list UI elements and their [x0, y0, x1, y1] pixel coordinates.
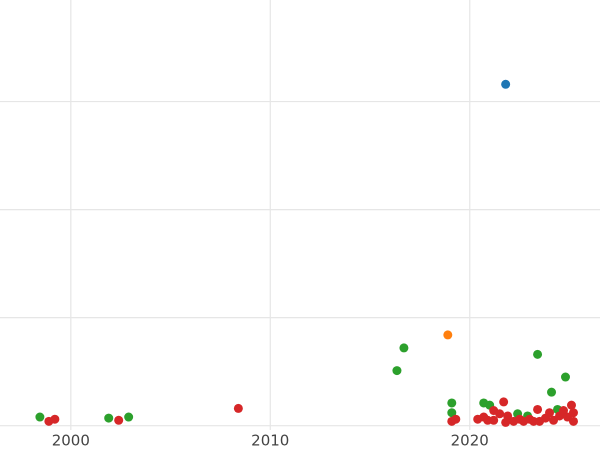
- point: [104, 413, 114, 423]
- x-tick-label: 2000: [52, 432, 90, 450]
- point: [533, 404, 543, 414]
- point: [447, 398, 457, 408]
- point: [399, 343, 409, 353]
- point: [499, 397, 509, 407]
- point: [568, 408, 578, 418]
- point: [558, 406, 568, 416]
- point: [489, 415, 499, 425]
- x-tick-label: 2010: [251, 432, 289, 450]
- point: [233, 403, 243, 413]
- point: [568, 416, 578, 426]
- point: [447, 408, 457, 418]
- x-tick-label: 2020: [451, 432, 489, 450]
- point: [566, 400, 576, 410]
- point: [50, 414, 60, 424]
- point: [114, 415, 124, 425]
- point: [451, 414, 461, 424]
- point: [547, 387, 557, 397]
- point: [443, 330, 453, 340]
- point: [495, 409, 505, 419]
- point: [501, 79, 511, 89]
- point: [392, 366, 402, 376]
- point: [560, 372, 570, 382]
- point: [501, 417, 511, 427]
- point: [35, 412, 45, 422]
- point: [124, 412, 134, 422]
- point: [533, 349, 543, 359]
- point: [545, 408, 555, 418]
